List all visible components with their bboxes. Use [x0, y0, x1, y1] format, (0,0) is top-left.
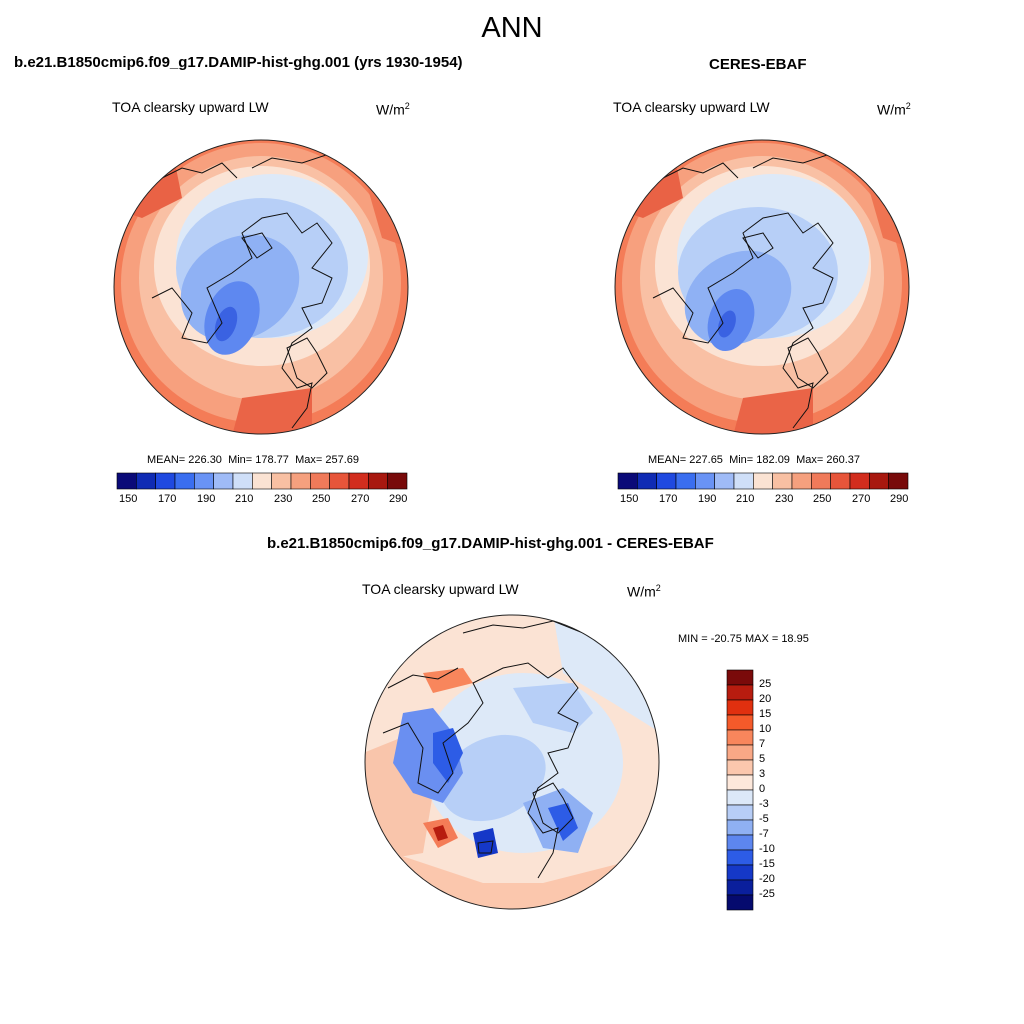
colorbar-swatch — [726, 834, 754, 851]
colorbar-swatch — [329, 472, 350, 490]
vtick-neg25: -25 — [759, 888, 775, 900]
colorbar-swatch — [726, 729, 754, 746]
right-colorbar — [617, 472, 909, 490]
right-tick-270: 270 — [852, 493, 871, 505]
right-tick-170: 170 — [659, 493, 678, 505]
colorbar-swatch — [310, 472, 330, 490]
colorbar-swatch — [726, 864, 754, 881]
diff-colorbar — [726, 669, 754, 911]
colorbar-swatch — [136, 472, 156, 490]
vtick-neg5: -5 — [759, 813, 769, 825]
left-colorbar — [116, 472, 408, 490]
right-tick-290: 290 — [890, 493, 909, 505]
colorbar-swatch — [772, 472, 793, 490]
colorbar-swatch — [849, 472, 870, 490]
left-tick-290: 290 — [389, 493, 408, 505]
colorbar-swatch — [726, 849, 754, 866]
diff-minmax: MIN = -20.75 MAX = 18.95 — [678, 633, 809, 645]
left-colorbar-ticks: 150 170 190 210 230 250 270 290 — [117, 493, 407, 509]
colorbar-swatch — [726, 804, 754, 821]
left-polar-map — [113, 139, 409, 435]
diff-units-label: W/m2 — [627, 583, 661, 600]
left-panel-title: b.e21.B1850cmip6.f09_g17.DAMIP-hist-ghg.… — [14, 54, 463, 71]
diff-panel-title: b.e21.B1850cmip6.f09_g17.DAMIP-hist-ghg.… — [267, 535, 714, 552]
colorbar-swatch — [637, 472, 657, 490]
colorbar-swatch — [726, 789, 754, 806]
colorbar-swatch — [811, 472, 831, 490]
right-colorbar-ticks: 150 170 190 210 230 250 270 290 — [618, 493, 908, 509]
colorbar-swatch — [213, 472, 234, 490]
left-tick-270: 270 — [351, 493, 370, 505]
right-tick-250: 250 — [813, 493, 832, 505]
right-tick-190: 190 — [698, 493, 717, 505]
vtick-7: 7 — [759, 738, 766, 750]
colorbar-swatch — [116, 472, 137, 490]
left-tick-250: 250 — [312, 493, 331, 505]
right-polar-map — [614, 139, 910, 435]
colorbar-swatch — [290, 472, 311, 490]
colorbar-swatch — [155, 472, 176, 490]
main-title: ANN — [481, 12, 543, 44]
vtick-5: 5 — [759, 753, 766, 765]
right-units-label: W/m2 — [877, 101, 911, 118]
left-tick-210: 210 — [235, 493, 254, 505]
colorbar-swatch — [726, 699, 754, 716]
colorbar-swatch — [714, 472, 735, 490]
right-tick-210: 210 — [736, 493, 755, 505]
vtick-neg7: -7 — [759, 828, 769, 840]
vtick-neg20: -20 — [759, 873, 775, 885]
diff-variable-label: TOA clearsky upward LW — [362, 581, 519, 597]
left-tick-230: 230 — [274, 493, 293, 505]
colorbar-swatch — [675, 472, 696, 490]
colorbar-swatch — [726, 714, 754, 731]
right-variable-label: TOA clearsky upward LW — [613, 99, 770, 115]
colorbar-swatch — [726, 744, 754, 761]
right-tick-150: 150 — [620, 493, 639, 505]
colorbar-swatch — [348, 472, 369, 490]
diff-polar-map — [364, 614, 660, 910]
colorbar-swatch — [726, 879, 754, 896]
vtick-0: 0 — [759, 783, 766, 795]
left-tick-150: 150 — [119, 493, 138, 505]
colorbar-swatch — [174, 472, 195, 490]
vtick-10: 10 — [759, 723, 772, 735]
vtick-3: 3 — [759, 768, 766, 780]
colorbar-swatch — [726, 894, 754, 911]
colorbar-swatch — [726, 819, 754, 836]
vtick-15: 15 — [759, 708, 772, 720]
colorbar-swatch — [232, 472, 253, 490]
left-units-label: W/m2 — [376, 101, 410, 118]
colorbar-swatch — [695, 472, 715, 490]
vtick-neg10: -10 — [759, 843, 775, 855]
colorbar-swatch — [726, 774, 754, 791]
left-stats: MEAN= 226.30 Min= 178.77 Max= 257.69 — [147, 454, 359, 466]
colorbar-swatch — [869, 472, 889, 490]
colorbar-swatch — [888, 472, 909, 490]
right-panel-title: CERES-EBAF — [709, 56, 807, 73]
vtick-25: 25 — [759, 678, 772, 690]
right-stats: MEAN= 227.65 Min= 182.09 Max= 260.37 — [648, 454, 860, 466]
colorbar-swatch — [194, 472, 214, 490]
colorbar-swatch — [387, 472, 408, 490]
colorbar-swatch — [726, 759, 754, 776]
colorbar-swatch — [791, 472, 812, 490]
colorbar-swatch — [726, 684, 754, 701]
vtick-neg15: -15 — [759, 858, 775, 870]
colorbar-swatch — [271, 472, 292, 490]
vtick-neg3: -3 — [759, 798, 769, 810]
left-tick-190: 190 — [197, 493, 216, 505]
colorbar-swatch — [753, 472, 773, 490]
colorbar-swatch — [368, 472, 388, 490]
colorbar-swatch — [830, 472, 851, 490]
colorbar-swatch — [656, 472, 677, 490]
left-variable-label: TOA clearsky upward LW — [112, 99, 269, 115]
colorbar-swatch — [733, 472, 754, 490]
vtick-20: 20 — [759, 693, 772, 705]
left-tick-170: 170 — [158, 493, 177, 505]
right-tick-230: 230 — [775, 493, 794, 505]
colorbar-swatch — [726, 669, 754, 686]
diff-colorbar-ticks: 25 20 15 10 7 5 3 0 -3 -5 -7 -10 -15 -20… — [759, 676, 799, 916]
colorbar-swatch — [252, 472, 272, 490]
colorbar-swatch — [617, 472, 638, 490]
